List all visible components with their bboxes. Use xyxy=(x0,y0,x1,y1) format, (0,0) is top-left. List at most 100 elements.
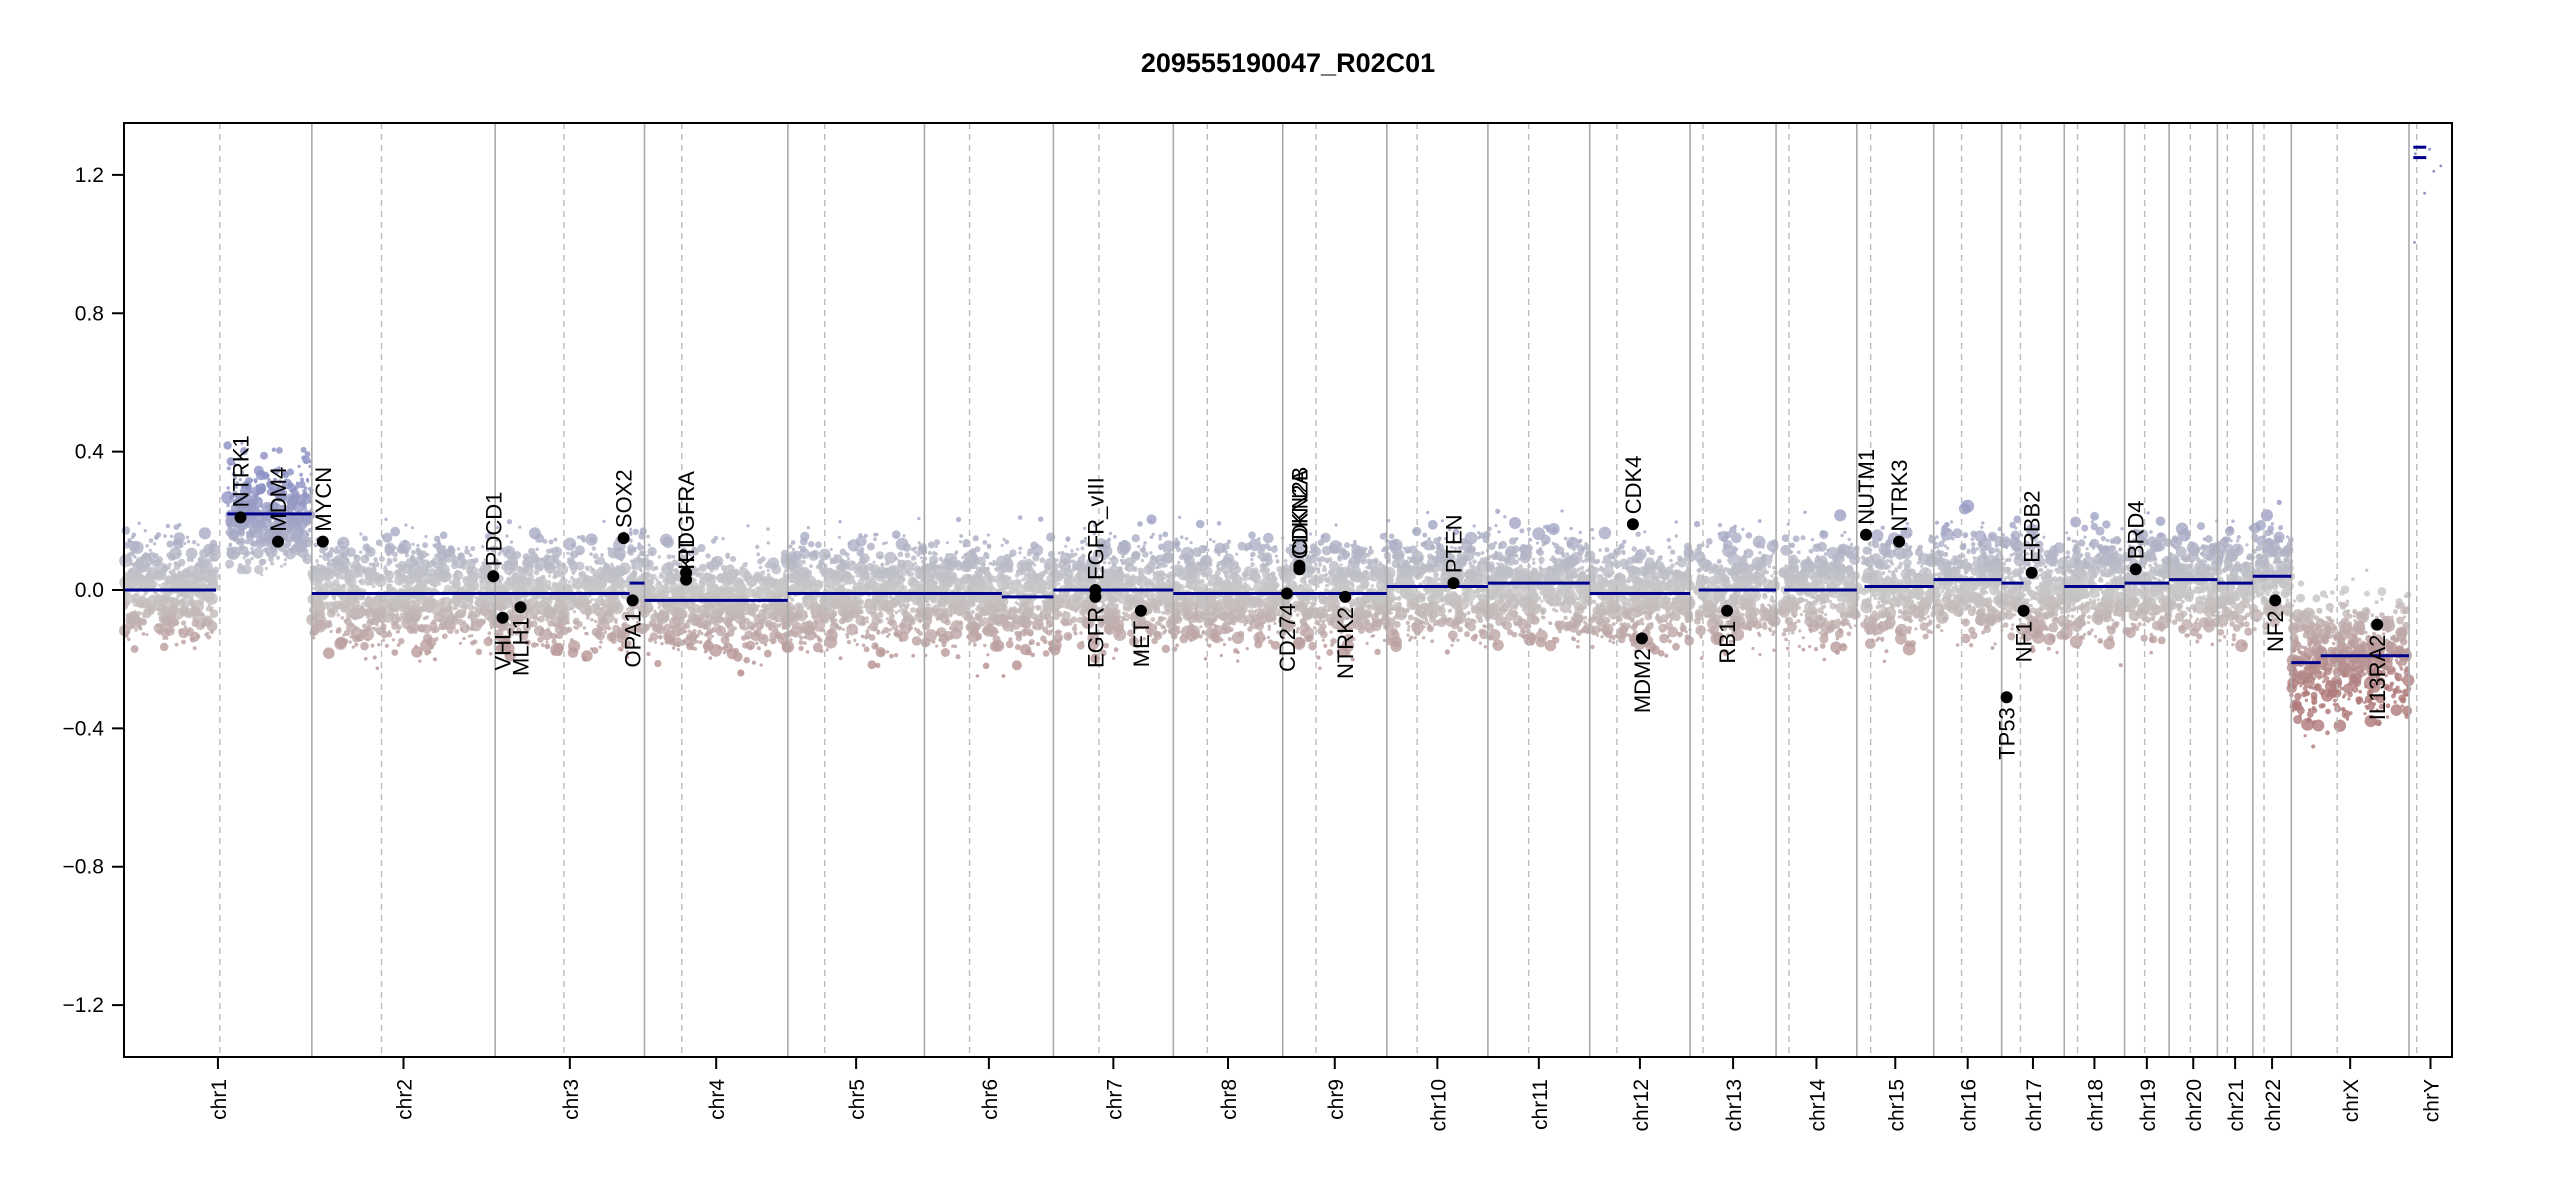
probe-point xyxy=(361,628,375,641)
probe-point xyxy=(771,603,775,607)
probe-point xyxy=(758,565,763,570)
probe-point xyxy=(191,604,199,612)
probe-point xyxy=(576,535,581,539)
probe-point xyxy=(264,566,268,571)
probe-point xyxy=(188,601,193,606)
probe-point xyxy=(241,564,252,575)
probe-point xyxy=(913,565,921,572)
probe-point xyxy=(422,542,429,549)
probe-point xyxy=(447,545,455,552)
probe-point xyxy=(859,610,863,615)
probe-point xyxy=(553,574,558,579)
probe-point xyxy=(882,595,889,601)
probe-point xyxy=(889,619,897,628)
probe-point xyxy=(649,632,659,641)
probe-point xyxy=(372,655,377,660)
probe-point xyxy=(385,605,389,609)
probe-point xyxy=(522,568,526,573)
probe-point xyxy=(832,605,837,610)
probe-point xyxy=(230,549,236,555)
probe-point xyxy=(145,544,149,548)
probe-point xyxy=(307,528,312,533)
probe-point xyxy=(280,495,287,502)
probe-point xyxy=(755,641,759,646)
probe-point xyxy=(811,614,815,619)
probe-point xyxy=(203,543,214,555)
probe-point xyxy=(337,627,342,631)
probe-point xyxy=(228,542,233,547)
probe-point xyxy=(720,646,725,651)
probe-point xyxy=(866,542,875,551)
probe-point xyxy=(254,506,260,511)
probe-point xyxy=(313,566,318,571)
probe-point xyxy=(173,579,177,583)
probe-point xyxy=(390,526,401,537)
probe-point xyxy=(542,538,548,544)
probe-point xyxy=(872,600,876,604)
probe-point xyxy=(860,605,864,609)
probe-point xyxy=(817,637,823,643)
probe-point xyxy=(139,596,144,601)
probe-point xyxy=(1017,515,1023,520)
probe-point xyxy=(676,648,681,652)
probe-point xyxy=(825,629,838,642)
probe-point xyxy=(875,615,879,619)
probe-point xyxy=(863,646,870,653)
probe-point xyxy=(748,645,753,650)
probe-point xyxy=(862,577,866,581)
probe-point xyxy=(450,606,454,610)
probe-point xyxy=(238,545,249,556)
probe-point xyxy=(586,568,590,572)
probe-point xyxy=(589,552,593,556)
probe-point xyxy=(238,566,243,570)
probe-point xyxy=(898,631,909,642)
probe-point xyxy=(1020,621,1026,628)
probe-point xyxy=(250,550,255,555)
probe-point xyxy=(169,534,174,538)
probe-point xyxy=(858,565,863,569)
probe-point xyxy=(841,627,845,632)
probe-point xyxy=(145,562,150,567)
probe-point xyxy=(474,601,478,605)
probe-point xyxy=(349,635,353,639)
probe-point xyxy=(900,618,907,625)
probe-point xyxy=(545,640,549,644)
probe-point xyxy=(854,630,859,635)
probe-point xyxy=(589,568,596,574)
probe-point xyxy=(200,623,206,628)
probe-point xyxy=(317,571,321,575)
probe-point xyxy=(295,548,299,552)
probe-point xyxy=(803,635,807,640)
probe-point xyxy=(250,547,254,551)
probe-point xyxy=(124,634,129,639)
probe-point xyxy=(131,614,135,619)
probe-point xyxy=(705,553,711,559)
probe-point xyxy=(744,562,748,566)
probe-point xyxy=(1049,629,1053,633)
probe-point xyxy=(764,583,768,587)
probe-point xyxy=(449,598,455,604)
probe-point xyxy=(355,563,363,571)
probe-point xyxy=(894,610,899,615)
probe-point xyxy=(554,613,558,617)
probe-point xyxy=(858,533,863,538)
probe-point xyxy=(285,524,292,531)
probe-point xyxy=(532,604,536,608)
probe-point xyxy=(872,573,877,577)
probe-point xyxy=(664,631,669,635)
probe-point xyxy=(162,571,166,575)
probe-point xyxy=(825,648,829,652)
probe-point xyxy=(546,644,550,649)
probe-point xyxy=(713,585,718,589)
probe-point xyxy=(302,493,306,498)
probe-point xyxy=(396,643,401,647)
probe-point xyxy=(937,613,945,621)
probe-point xyxy=(314,587,318,591)
probe-point xyxy=(193,579,197,583)
probe-point xyxy=(155,532,162,538)
probe-point xyxy=(282,549,289,556)
probe-point xyxy=(752,623,756,628)
probe-point xyxy=(480,600,490,610)
probe-point xyxy=(475,648,483,655)
probe-point xyxy=(419,583,426,591)
